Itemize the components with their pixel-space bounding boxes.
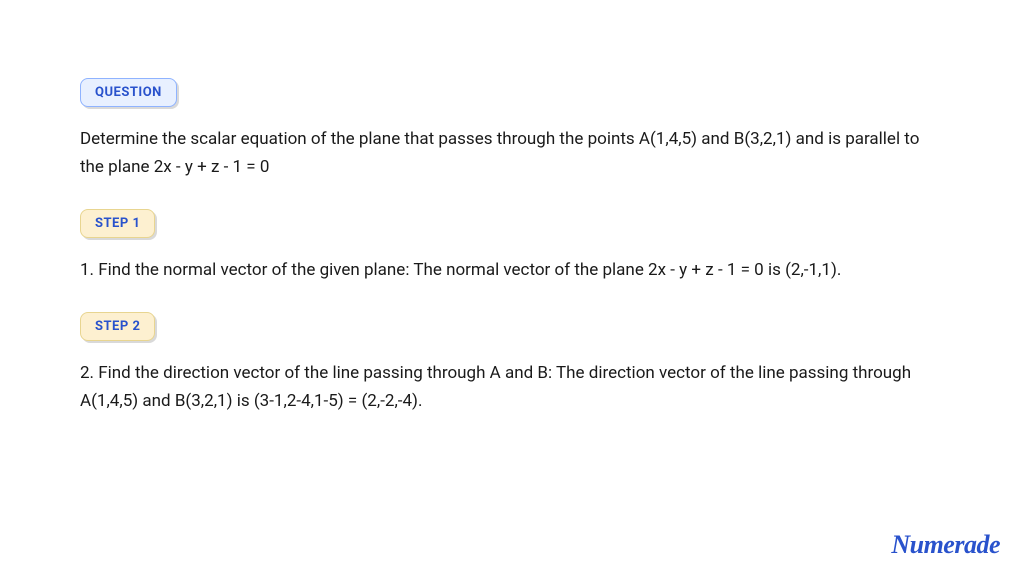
question-section: QUESTION Determine the scalar equation o… [80, 78, 944, 181]
numerade-logo: Numerade [891, 530, 1000, 560]
step2-badge: STEP 2 [80, 312, 155, 341]
step1-section: STEP 1 1. Find the normal vector of the … [80, 209, 944, 284]
step2-text: 2. Find the direction vector of the line… [80, 359, 944, 415]
step2-section: STEP 2 2. Find the direction vector of t… [80, 312, 944, 415]
question-badge: QUESTION [80, 78, 177, 107]
question-text: Determine the scalar equation of the pla… [80, 125, 944, 181]
step1-badge: STEP 1 [80, 209, 155, 238]
step1-text: 1. Find the normal vector of the given p… [80, 256, 944, 284]
